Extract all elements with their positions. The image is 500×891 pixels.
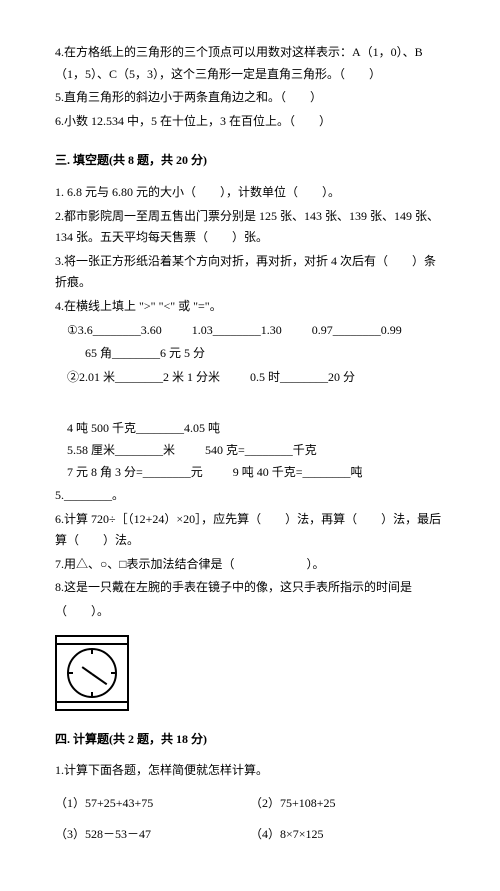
s3-q4-r3b: 540 克=________千克 [205, 440, 317, 462]
s3-q4-row1b: 65 角________6 元 5 分 [85, 343, 445, 365]
section4-title: 四. 计算题(共 2 题，共 18 分) [55, 729, 445, 751]
s4-q1: 1.计算下面各题，怎样简便就怎样计算。 [55, 760, 445, 782]
s3-q4-row4: 7 元 8 角 3 分=________元 9 吨 40 千克=________… [67, 462, 445, 484]
s3-q4-r4a: 7 元 8 角 3 分=________元 [67, 462, 203, 484]
s3-q8b: （ ）。 [55, 601, 445, 623]
s3-q4-r1a: ①3.6________3.60 [67, 320, 162, 342]
page-content: 4.在方格纸上的三角形的三个顶点可以用数对这样表示：A（1，0）、B（1，5）、… [0, 0, 500, 891]
s3-q4-r3a: 5.58 厘米________米 [67, 440, 175, 462]
s3-q7: 7.用△、○、□表示加法结合律是（ ）。 [55, 554, 445, 576]
s3-q4-r1c: 0.97________0.99 [312, 320, 402, 342]
s3-q4-r2b: 0.5 时________20 分 [250, 367, 355, 389]
clock-cap-bottom [57, 701, 127, 709]
calc-item-4: （4）8×7×125 [250, 819, 445, 851]
tick-9 [69, 672, 73, 674]
s3-q4-row3: 5.58 厘米________米 540 克=________千克 [67, 440, 445, 462]
calc-item-3: （3）528－53－47 [55, 819, 250, 851]
s3-q1: 1. 6.8 元与 6.80 元的大小（ ），计数单位（ ）。 [55, 182, 445, 204]
tick-6 [91, 692, 93, 696]
s3-q5: 5.________。 [55, 485, 445, 507]
s3-q4-r4b: 9 吨 40 千克=________吨 [233, 462, 363, 484]
s3-q4-row2: ②2.01 米________2 米 1 分米 0.5 时________20 … [67, 367, 445, 440]
s3-q4-r2c: 4 吨 500 千克________4.05 吨 [67, 418, 220, 440]
calc-grid: （1）57+25+43+75 （2）75+108+25 （3）528－53－47… [55, 788, 445, 851]
clock-face [67, 648, 117, 698]
s3-q4-row1: ①3.6________3.60 1.03________1.30 0.97__… [67, 320, 445, 342]
s3-q6: 6.计算 720÷［（12+24）×20］，应先算（ ）法，再算（ ）法，最后算… [55, 509, 445, 552]
s3-q4-title: 4.在横线上填上 ">" "<" 或 "="。 [55, 296, 445, 318]
s3-q8: 8.这是一只戴在左腕的手表在镜子中的像，这只手表所指示的时间是 [55, 577, 445, 599]
intro-q5: 5.直角三角形的斜边小于两条直角边之和。（ ） [55, 87, 445, 109]
s3-q4-r2a: ②2.01 米________2 米 1 分米 [67, 367, 220, 389]
clock-cap-top [57, 637, 127, 645]
calc-item-1: （1）57+25+43+75 [55, 788, 250, 820]
calc-item-2: （2）75+108+25 [250, 788, 445, 820]
s3-q3: 3.将一张正方形纸沿着某个方向对折，再对折，对折 4 次后有（ ）条折痕。 [55, 251, 445, 294]
s3-q2: 2.都市影院周一至周五售出门票分别是 125 张、143 张、139 张、149… [55, 206, 445, 249]
tick-3 [111, 672, 115, 674]
tick-12 [91, 650, 93, 654]
clock-mid [57, 645, 127, 701]
s3-q4-r1b: 1.03________1.30 [192, 320, 282, 342]
clock-image [55, 635, 129, 711]
section3-title: 三. 填空题(共 8 题，共 20 分) [55, 150, 445, 172]
minute-hand [91, 673, 107, 685]
intro-q4: 4.在方格纸上的三角形的三个顶点可以用数对这样表示：A（1，0）、B（1，5）、… [55, 42, 445, 85]
intro-q6: 6.小数 12.534 中，5 在十位上，3 在百位上。（ ） [55, 111, 445, 133]
